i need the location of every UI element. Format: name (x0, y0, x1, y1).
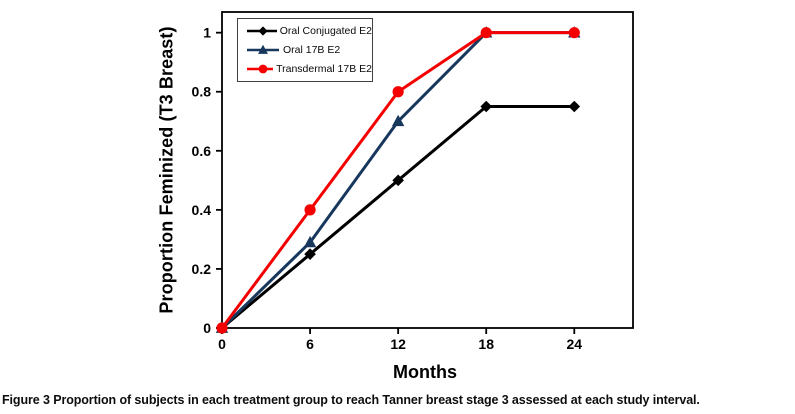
figure-caption: Figure 3 Proportion of subjects in each … (2, 393, 742, 407)
legend-label-oral-17b-e2: Oral 17B E2 (283, 43, 341, 56)
y-tick-label: 0.2 (192, 261, 212, 277)
data-point-transdermal-17b-e2 (480, 27, 492, 39)
x-axis-title: Months (393, 362, 457, 382)
legend-circle-marker-icon (247, 64, 274, 74)
data-point-oral-conjugated-e2 (480, 100, 493, 113)
x-tick-label: 12 (390, 336, 406, 352)
legend-label-transdermal-17b-e2: Transdermal 17B E2 (276, 62, 372, 75)
data-point-oral-conjugated-e2 (568, 100, 581, 113)
legend-label-oral-conjugated-e2: Oral Conjugated E2 (279, 25, 372, 38)
legend-item-transdermal-17b-e2: Transdermal 17B E2 (246, 62, 372, 76)
data-point-transdermal-17b-e2 (392, 86, 404, 98)
legend-marker (258, 64, 268, 74)
data-point-oral-17b-e2 (303, 235, 317, 248)
legend: Oral Conjugated E2 Oral 17B E2 Transdermal… (237, 18, 373, 82)
data-point-transdermal-17b-e2 (304, 204, 316, 216)
y-tick-label: 0.8 (192, 84, 212, 100)
data-point-transdermal-17b-e2 (568, 27, 580, 39)
x-tick-label: 0 (218, 336, 226, 352)
data-point-oral-conjugated-e2 (304, 248, 316, 260)
legend-triangle-marker-icon (247, 44, 279, 54)
caption-text: Proportion of subjects in each treatment… (53, 393, 700, 407)
legend-marker (258, 44, 268, 54)
y-tick-label: 0 (203, 320, 211, 336)
caption-label: Figure 3 (2, 393, 50, 407)
legend-item-oral-conjugated-e2: Oral Conjugated E2 (246, 24, 372, 38)
y-tick-label: 0.4 (192, 202, 212, 218)
y-tick-label: 1 (203, 25, 211, 41)
data-point-oral-17b-e2 (391, 114, 405, 127)
data-point-transdermal-17b-e2 (216, 322, 228, 334)
x-tick-label: 6 (306, 336, 314, 352)
data-point-oral-conjugated-e2 (392, 174, 404, 187)
x-tick-label: 18 (478, 336, 494, 352)
legend-marker (258, 26, 268, 36)
legend-item-oral-17b-e2: Oral 17B E2 (246, 43, 372, 57)
x-tick-label: 24 (566, 336, 582, 352)
legend-diamond-marker-icon (247, 26, 277, 36)
y-tick-label: 0.6 (192, 143, 212, 159)
